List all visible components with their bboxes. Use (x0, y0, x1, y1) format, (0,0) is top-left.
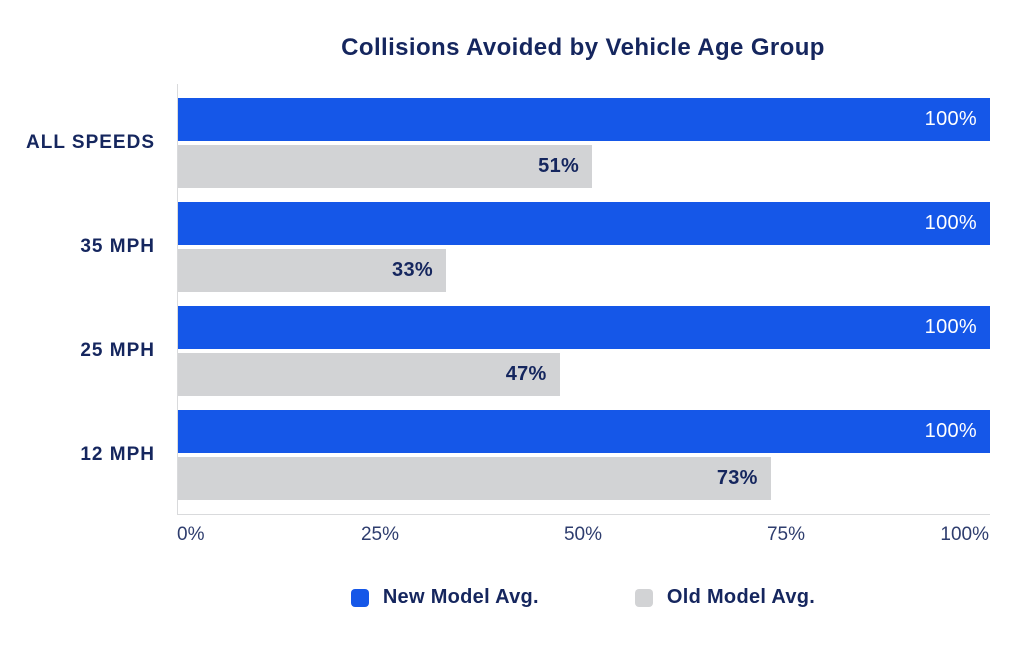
bar-group-25-mph: 25 MPH 100% 47% (80, 306, 990, 396)
bar-old-model: 51% (178, 145, 593, 188)
x-tick-label: 0% (177, 524, 205, 545)
bar-value-label: 100% (924, 108, 977, 130)
bar-old-model: 47% (178, 353, 560, 396)
x-tick-label: 75% (766, 524, 806, 545)
bar-old-model: 33% (178, 249, 446, 292)
x-tick-label: 50% (563, 524, 603, 545)
bar-old-model: 73% (178, 457, 771, 500)
bar-value-label: 100% (924, 212, 977, 234)
category-label: ALL SPEEDS (26, 132, 155, 153)
bar-new-model: 100% (178, 202, 990, 245)
x-tick-label: 25% (360, 524, 400, 545)
category-label: 35 MPH (80, 236, 155, 257)
bar-value-label: 33% (392, 259, 433, 281)
bar-group-12-mph: 12 MPH 100% 73% (80, 410, 990, 500)
bar-value-label: 47% (505, 363, 547, 385)
bar-new-model: 100% (178, 98, 990, 141)
legend-label: New Model Avg. (382, 586, 539, 608)
category-label: 25 MPH (80, 340, 155, 361)
x-axis: 0% 25% 50% 75% 100% (177, 524, 989, 548)
bar-new-model: 100% (178, 410, 990, 453)
bar-new-model: 100% (178, 306, 990, 349)
category-label: 12 MPH (80, 444, 155, 465)
legend-item-old-model: Old Model Avg. (634, 586, 816, 609)
bar-value-label: 73% (716, 467, 758, 489)
bar-value-label: 51% (538, 155, 580, 177)
x-tick-label: 100% (940, 524, 989, 545)
chart-title: Collisions Avoided by Vehicle Age Group (341, 34, 825, 61)
bar-value-label: 100% (924, 420, 977, 442)
legend-swatch-old-model (634, 588, 653, 607)
bar-chart-plot-area: ALL SPEEDS 100% 51% 35 MPH 100% 33% 25 M… (26, 84, 990, 515)
legend-swatch-new-model (350, 588, 369, 607)
chart-legend: New Model Avg. Old Model Avg. (177, 586, 989, 609)
legend-label: Old Model Avg. (666, 586, 816, 608)
bar-value-label: 100% (924, 316, 977, 338)
bar-group-all-speeds: ALL SPEEDS 100% 51% (26, 98, 990, 188)
legend-item-new-model: New Model Avg. (350, 586, 539, 609)
bar-group-35-mph: 35 MPH 100% 33% (80, 202, 990, 292)
